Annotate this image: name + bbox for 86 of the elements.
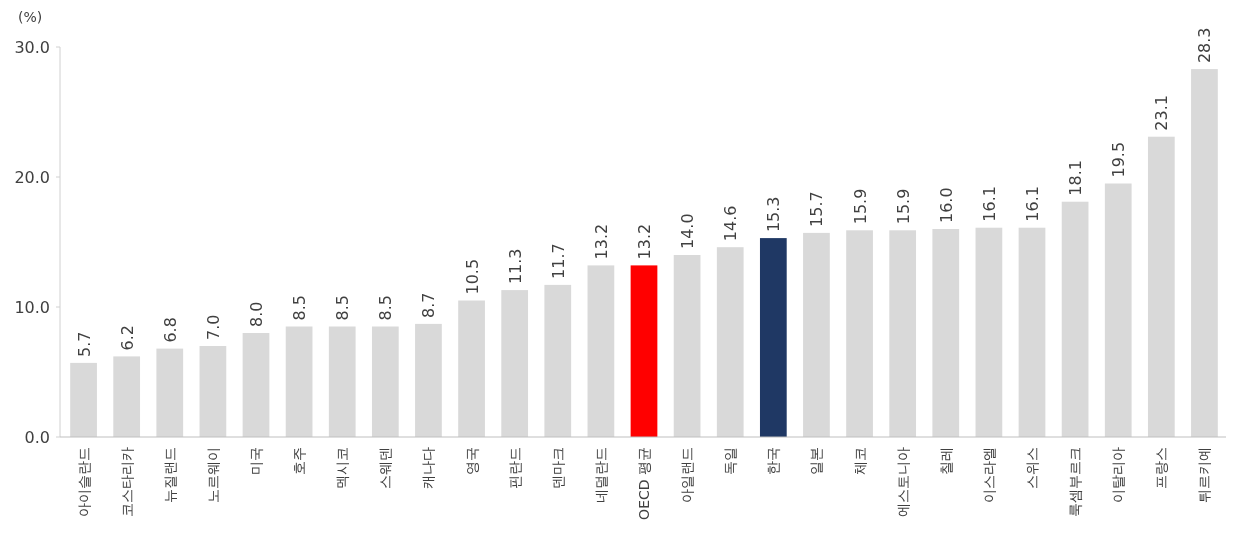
data-label: 14.0 bbox=[678, 213, 698, 249]
bar bbox=[889, 230, 917, 437]
x-tick-label: 아일랜드 bbox=[679, 447, 696, 503]
x-tick-label: 영국 bbox=[463, 447, 480, 475]
x-tick-label: 프랑스 bbox=[1153, 447, 1170, 489]
x-tick-label: 스웨덴 bbox=[377, 447, 394, 489]
data-label: 19.5 bbox=[1109, 141, 1129, 178]
x-tick-label: 일본 bbox=[808, 447, 825, 475]
data-label: 13.2 bbox=[591, 223, 611, 260]
bar bbox=[1191, 69, 1218, 437]
bar bbox=[242, 333, 270, 437]
y-axis-title: (%) bbox=[18, 9, 43, 25]
bar bbox=[630, 265, 658, 437]
y-tick-label: 30.0 bbox=[14, 37, 50, 57]
bar bbox=[458, 300, 485, 437]
data-label: 8.0 bbox=[247, 301, 266, 327]
bar bbox=[199, 346, 227, 437]
bar bbox=[673, 255, 701, 437]
bar bbox=[1104, 183, 1132, 437]
bar bbox=[415, 323, 442, 437]
data-label: 8.7 bbox=[419, 292, 439, 318]
bar bbox=[803, 232, 830, 437]
bar bbox=[846, 230, 873, 437]
bar bbox=[1018, 227, 1046, 437]
data-label: 10.5 bbox=[462, 258, 482, 295]
bar bbox=[156, 348, 184, 437]
data-label: 6.2 bbox=[117, 324, 137, 351]
x-tick-label: 노르웨이 bbox=[204, 447, 221, 503]
data-label: 16.1 bbox=[979, 186, 999, 222]
data-label: 15.3 bbox=[764, 196, 784, 233]
data-label: 8.5 bbox=[376, 295, 396, 321]
y-tick-label: 10.0 bbox=[14, 297, 50, 317]
bar bbox=[544, 284, 572, 437]
x-tick-label: 캐나다 bbox=[420, 447, 437, 489]
data-label: 14.6 bbox=[721, 205, 741, 242]
bar bbox=[975, 227, 1003, 437]
y-tick-label: 0.0 bbox=[24, 427, 50, 447]
x-tick-label: 미국 bbox=[248, 447, 264, 475]
data-label: 7.0 bbox=[203, 314, 223, 340]
x-tick-label: 멕시코 bbox=[334, 447, 351, 489]
bar bbox=[716, 247, 744, 437]
x-tick-label: 칠레 bbox=[937, 447, 954, 475]
x-tick-label: 이탈리아 bbox=[1110, 447, 1127, 503]
bar bbox=[371, 326, 399, 437]
x-tick-label: OECD 평균 bbox=[636, 447, 652, 520]
bar bbox=[587, 265, 615, 437]
x-tick-label: 독일 bbox=[722, 447, 739, 475]
x-tick-label: 체코 bbox=[851, 447, 868, 475]
data-label: 8.5 bbox=[333, 295, 353, 321]
x-tick-label: 한국 bbox=[765, 447, 782, 475]
x-tick-label: 호주 bbox=[291, 447, 308, 475]
data-label: 6.8 bbox=[160, 317, 180, 343]
x-tick-label: 스위스 bbox=[1024, 447, 1040, 489]
bar bbox=[932, 229, 960, 437]
x-tick-label: 코스타리카 bbox=[118, 447, 135, 517]
bar bbox=[759, 238, 787, 437]
data-label: 13.2 bbox=[635, 223, 654, 260]
x-tick-label: 이스라엘 bbox=[980, 447, 997, 503]
bar bbox=[113, 356, 141, 437]
x-tick-label: 네덜란드 bbox=[592, 447, 609, 503]
data-label: 5.7 bbox=[74, 331, 94, 357]
x-tick-label: 에스토니아 bbox=[894, 447, 911, 517]
data-label: 15.9 bbox=[893, 188, 913, 225]
x-tick-label: 뉴질랜드 bbox=[161, 447, 178, 503]
bar bbox=[285, 326, 313, 437]
data-label: 18.1 bbox=[1066, 160, 1086, 196]
data-label: 16.0 bbox=[936, 187, 956, 223]
data-label: 28.3 bbox=[1195, 27, 1215, 64]
x-tick-label: 튀르키예 bbox=[1196, 447, 1213, 503]
bar bbox=[1061, 201, 1089, 437]
data-label: 23.1 bbox=[1152, 95, 1172, 131]
data-label: 11.3 bbox=[505, 248, 525, 285]
data-label: 11.7 bbox=[548, 243, 568, 279]
data-label: 15.9 bbox=[850, 188, 870, 225]
data-label: 15.7 bbox=[807, 191, 827, 227]
bar bbox=[1147, 136, 1175, 437]
y-tick-label: 20.0 bbox=[14, 167, 50, 187]
data-label: 16.1 bbox=[1023, 186, 1042, 222]
x-tick-label: 아이슬란드 bbox=[75, 447, 92, 517]
bar bbox=[70, 362, 97, 437]
x-tick-label: 룩셈부르크 bbox=[1067, 447, 1084, 517]
bar bbox=[328, 326, 356, 437]
x-tick-label: 덴마크 bbox=[549, 447, 566, 489]
bar bbox=[501, 290, 529, 437]
data-label: 8.5 bbox=[290, 295, 310, 321]
x-tick-label: 핀란드 bbox=[506, 447, 523, 489]
